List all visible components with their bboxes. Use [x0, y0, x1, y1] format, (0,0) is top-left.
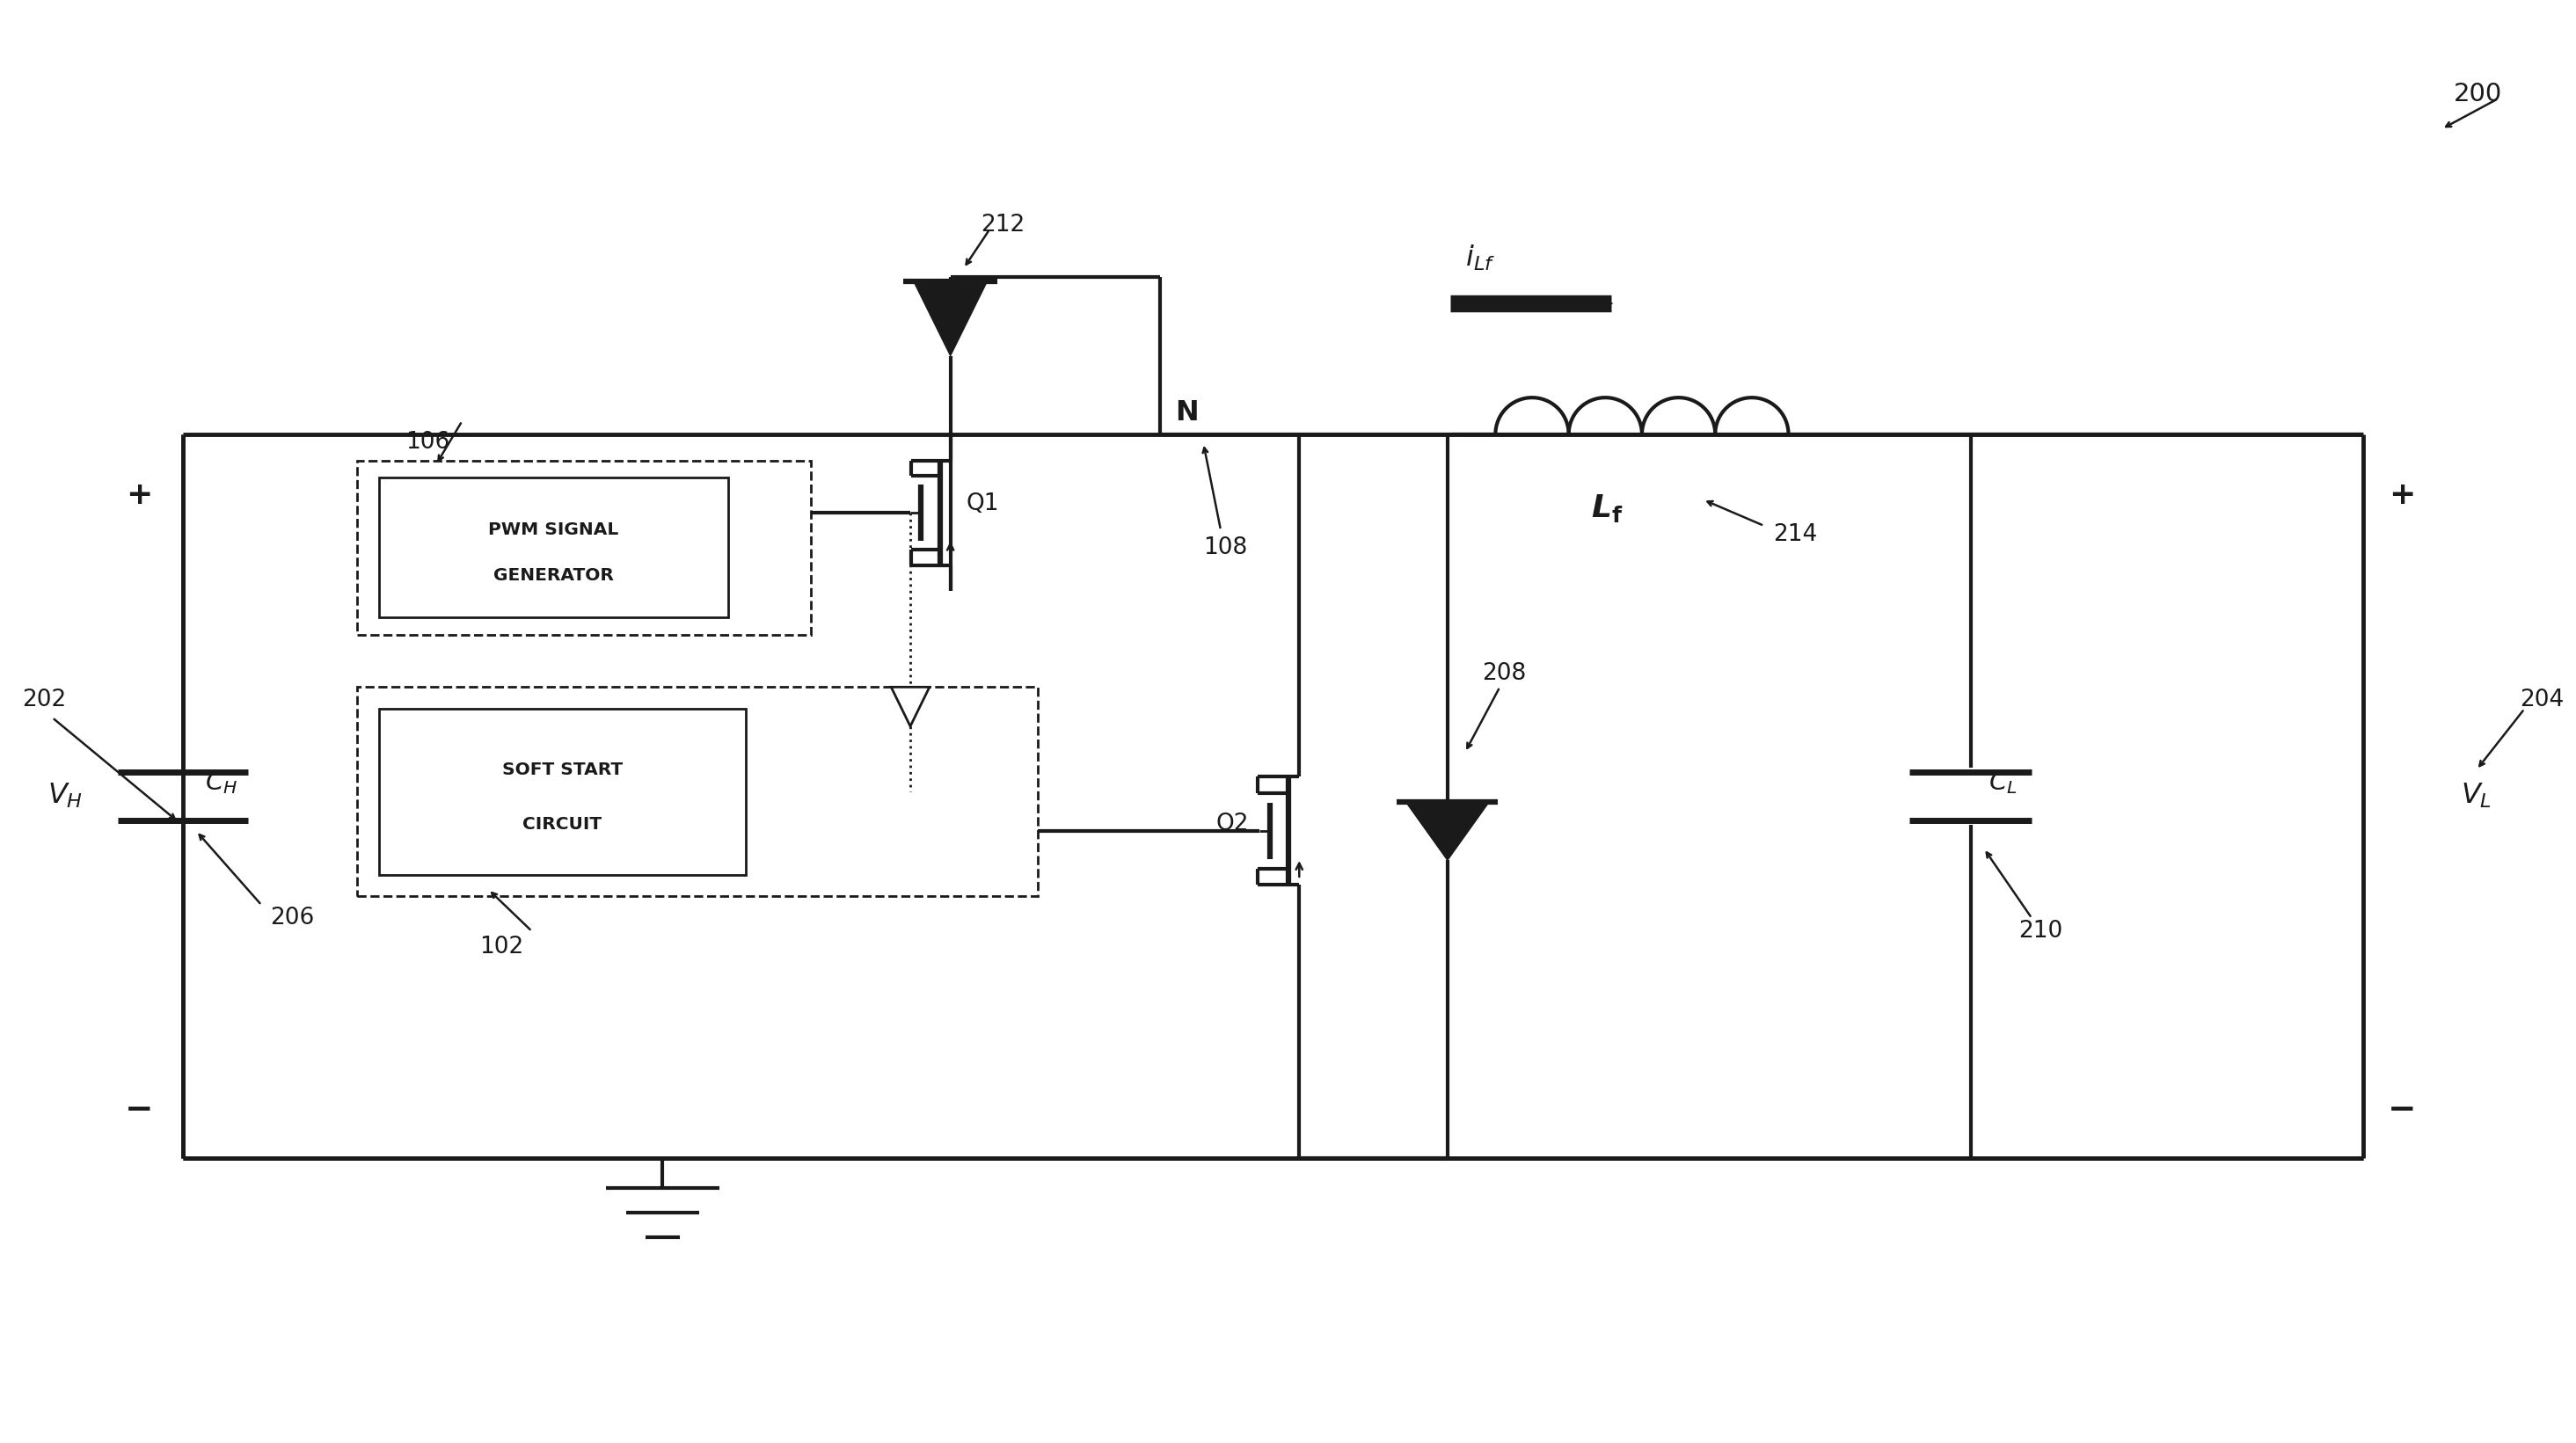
Text: SOFT START: SOFT START	[502, 762, 623, 779]
Text: 200: 200	[2455, 82, 2504, 107]
Text: $V_H$: $V_H$	[49, 782, 82, 811]
Text: 204: 204	[2519, 688, 2563, 711]
Text: $C_H$: $C_H$	[206, 771, 237, 797]
Text: Q2: Q2	[1216, 812, 1249, 835]
Bar	[358, 460, 811, 635]
Text: $V_L$: $V_L$	[2460, 782, 2491, 811]
Bar	[379, 709, 744, 874]
Text: 202: 202	[21, 688, 67, 711]
Bar	[379, 478, 729, 618]
Text: −: −	[2388, 1094, 2416, 1127]
Text: PWM SIGNAL: PWM SIGNAL	[489, 521, 618, 538]
Text: Q1: Q1	[966, 492, 999, 515]
Text: 106: 106	[404, 430, 451, 453]
Text: 102: 102	[479, 935, 523, 958]
Text: GENERATOR: GENERATOR	[495, 567, 613, 584]
Polygon shape	[1406, 802, 1489, 860]
Polygon shape	[914, 281, 987, 356]
Text: $C_L$: $C_L$	[1989, 771, 2017, 797]
Bar	[358, 687, 1038, 896]
Text: $\boldsymbol{\mathit{i}}_{Lf}$: $\boldsymbol{\mathit{i}}_{Lf}$	[1466, 244, 1497, 273]
Text: N: N	[1175, 398, 1198, 426]
Polygon shape	[891, 687, 930, 726]
Text: 210: 210	[2020, 919, 2063, 942]
Text: 214: 214	[1772, 522, 1816, 545]
Text: +: +	[2388, 481, 2416, 511]
Text: 206: 206	[270, 906, 314, 929]
Text: −: −	[126, 1094, 155, 1127]
Text: +: +	[126, 481, 152, 511]
Text: 208: 208	[1481, 662, 1528, 685]
Text: 212: 212	[981, 214, 1025, 237]
Text: CIRCUIT: CIRCUIT	[523, 817, 603, 833]
Text: $\boldsymbol{L}_{\mathbf{f}}$: $\boldsymbol{L}_{\mathbf{f}}$	[1592, 492, 1623, 524]
Text: 108: 108	[1203, 537, 1247, 558]
